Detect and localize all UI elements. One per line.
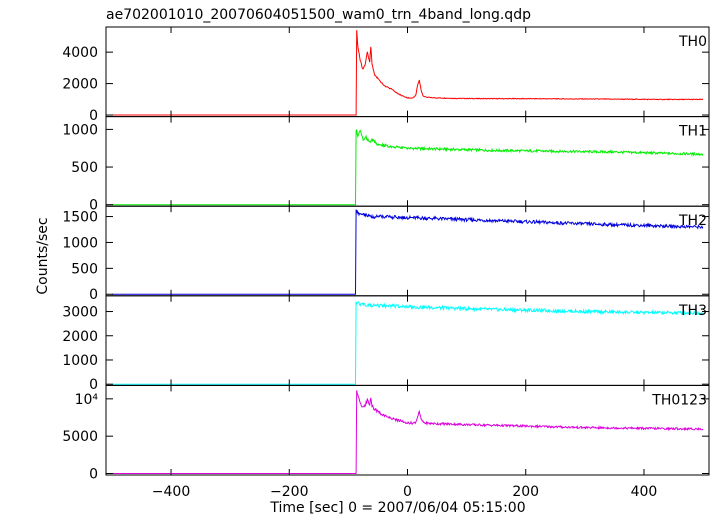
x-tick-label: −400: [152, 484, 190, 500]
y-tick-label-th3: 3000: [62, 305, 98, 321]
y-tick-label-th0: 2000: [62, 77, 98, 93]
y-tick-label-th2: 0: [89, 287, 98, 303]
x-tick-label: 200: [512, 484, 539, 500]
y-tick-label-th3: 1000: [62, 353, 98, 369]
series-line-th0: [111, 30, 704, 116]
x-axis-label: Time [sec] 0 = 2007/06/04 05:15:00: [269, 500, 525, 516]
y-tick-label-th0: 4000: [62, 45, 98, 61]
x-tick-label: 0: [403, 484, 412, 500]
y-tick-label-th2: 1500: [62, 210, 98, 226]
series-line-th1: [111, 129, 704, 206]
x-tick-label: 400: [631, 484, 658, 500]
y-tick-label-th3: 0: [89, 377, 98, 393]
series-line-th2: [111, 209, 704, 295]
panel-frame-th3: [105, 295, 710, 386]
panel-label-th3: TH3: [678, 303, 707, 319]
y-tick-label-th3: 2000: [62, 329, 98, 345]
series-line-th0123: [111, 390, 704, 474]
chart-title: ae702001010_20070604051500_wam0_trn_4ban…: [106, 7, 531, 23]
panel-label-th0123: TH0123: [651, 392, 707, 408]
panel-frame-th1: [105, 116, 710, 207]
y-tick-label-th0123: 5000: [62, 429, 98, 445]
y-tick-label-th0123: 10⁴: [75, 392, 99, 408]
series-line-th3: [111, 301, 704, 385]
panel-frame-th0123: [105, 384, 710, 476]
panel-frame-th0: [105, 26, 710, 118]
x-tick-label: −200: [270, 484, 308, 500]
y-tick-label-th1: 1000: [62, 122, 98, 138]
y-tick-label-th0: 0: [89, 108, 98, 124]
y-tick-label-th1: 500: [71, 160, 98, 176]
panel-label-th1: TH1: [678, 124, 707, 140]
y-tick-label-th1: 0: [89, 198, 98, 214]
y-tick-label-th2: 500: [71, 261, 98, 277]
panel-label-th2: TH2: [678, 213, 707, 229]
y-tick-label-th2: 1000: [62, 235, 98, 251]
y-tick-label-th0123: 0: [89, 467, 98, 483]
y-axis-label: Counts/sec: [35, 217, 51, 294]
panel-label-th0: TH0: [678, 34, 707, 50]
